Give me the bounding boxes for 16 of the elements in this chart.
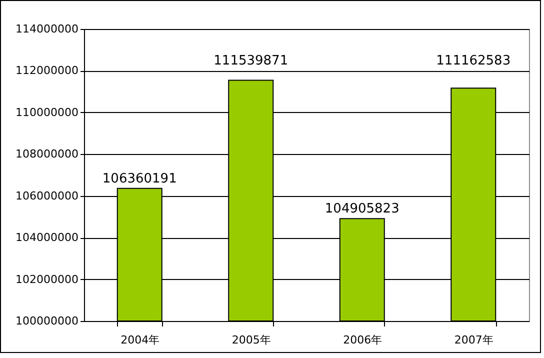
data-label: 111539871 [214,54,288,69]
data-label: 106360191 [102,171,177,186]
x-tick-label: 2006年 [343,334,382,346]
x-tick-label: 2005年 [232,334,271,346]
y-tick-label: 114000000 [16,22,78,36]
x-tick-label: 2007年 [454,334,494,346]
x-tick-label: 2004年 [120,334,160,346]
y-tick-label: 108000000 [16,148,78,161]
y-tick-label: 110000000 [16,106,78,119]
y-tick-label: 104000000 [16,231,78,244]
data-label: 104905823 [324,202,400,217]
y-tick-label: 106000000 [16,189,78,202]
y-tick-label: 102000000 [16,272,78,286]
y-tick-label: 112000000 [16,64,78,78]
y-tick-label: 100000000 [16,314,78,328]
data-label: 111162583 [436,54,511,69]
